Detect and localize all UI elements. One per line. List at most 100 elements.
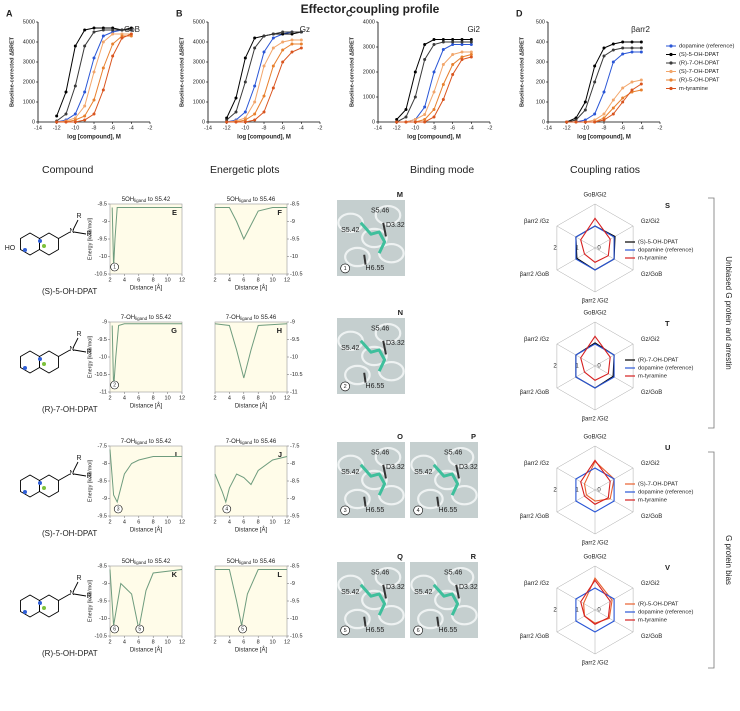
- data-point: [413, 70, 417, 74]
- helix: [434, 469, 461, 491]
- panel-letter: N: [398, 308, 403, 317]
- data-point: [73, 84, 77, 88]
- data-point: [469, 53, 473, 56]
- x-tick-label: 8: [152, 395, 155, 401]
- y-tick-label: 2000: [363, 69, 375, 75]
- y-tick-label: 0: [542, 119, 545, 125]
- residue-label: S5.46: [371, 449, 389, 456]
- pharmacophore-dot: [38, 601, 42, 605]
- x-tick-label: 12: [284, 519, 290, 525]
- pharmacophore-dot: [23, 490, 27, 494]
- x-tick-label: 2: [213, 639, 216, 645]
- data-point: [639, 82, 643, 86]
- data-point: [281, 40, 285, 44]
- dose-curve: [56, 29, 132, 122]
- data-point: [423, 58, 427, 61]
- x-tick-label: -2: [488, 125, 493, 131]
- title-sub: ligand: [240, 316, 253, 321]
- pose-circle: [413, 625, 423, 636]
- axis-label: βarr2 /Gz: [524, 581, 549, 587]
- y-tick-label: -10: [99, 616, 107, 622]
- y-axis-label: Baseline-corrected ΔBRET: [519, 36, 525, 107]
- x-tick-label: 6: [242, 395, 245, 401]
- data-point: [460, 50, 464, 54]
- x-tick-label: 2: [213, 519, 216, 525]
- data-point: [83, 104, 87, 108]
- data-point: [83, 114, 87, 118]
- helix: [374, 322, 402, 344]
- x-tick-label: 4: [123, 519, 126, 525]
- panel-letter: B: [176, 8, 183, 18]
- legend-label: dopamine (reference): [638, 248, 693, 254]
- y-tick-label: -9: [290, 319, 295, 325]
- data-point: [395, 118, 399, 121]
- data-point: [111, 42, 115, 46]
- axis-label: Gz/GoB: [641, 634, 662, 640]
- data-point: [441, 98, 445, 101]
- energy-curve: [215, 207, 287, 241]
- data-point: [630, 50, 634, 54]
- data-point: [423, 105, 427, 109]
- residue-label: D3.32: [386, 584, 405, 591]
- data-point: [129, 28, 133, 32]
- x-tick-label: 6: [137, 395, 140, 401]
- atom-label: N: [69, 228, 74, 235]
- residue-label: S5.42: [414, 469, 432, 476]
- y-tick-label: 0: [372, 119, 375, 125]
- data-point: [451, 40, 455, 44]
- residue-label: H6.55: [366, 265, 385, 272]
- annotation-circle: [238, 624, 247, 634]
- data-point: [602, 112, 606, 116]
- pharmacophore-dot: [42, 606, 46, 610]
- data-point: [271, 36, 275, 40]
- annotation-label: 2: [113, 383, 116, 389]
- radar-line: [575, 343, 615, 389]
- pharmacophore-dot: [42, 486, 46, 490]
- plot-area: [214, 565, 288, 637]
- axis-label: GoB/Gi2: [583, 555, 607, 561]
- y-tick-label: -9.5: [98, 513, 107, 519]
- panel-letter: H: [277, 326, 282, 335]
- data-point: [234, 96, 238, 100]
- panel-letter: T: [665, 319, 670, 328]
- data-point: [253, 36, 257, 40]
- data-point: [432, 115, 436, 119]
- axis-label: βarr2 /Gi2: [582, 661, 609, 667]
- panel-title: 7-OHligand to S5.46: [226, 315, 277, 322]
- data-point: [129, 32, 133, 36]
- y-tick-label: -8.5: [290, 201, 299, 207]
- data-point: [621, 40, 625, 44]
- data-point: [451, 38, 455, 41]
- y-tick-label: -7.5: [290, 443, 299, 449]
- helix: [337, 574, 364, 596]
- panel-letter: Q: [397, 552, 403, 561]
- data-point: [451, 53, 455, 56]
- data-point: [469, 43, 473, 46]
- x-tick-label: 4: [123, 395, 126, 401]
- y-tick-label: -8.5: [98, 478, 107, 484]
- y-tick-label: 100: [536, 99, 545, 105]
- x-tick-label: -8: [92, 125, 97, 131]
- x-tick-label: -12: [393, 125, 401, 131]
- bond: [58, 581, 87, 601]
- residue-label: S5.46: [444, 449, 462, 456]
- y-tick-label: -9: [102, 496, 107, 502]
- x-tick-label: 4: [228, 519, 231, 525]
- x-axis-label: log [compound], M: [67, 135, 121, 141]
- data-point: [621, 96, 625, 100]
- title-main: 5OH: [122, 559, 134, 565]
- helix: [447, 446, 475, 468]
- x-tick-label: -12: [53, 125, 61, 131]
- data-point: [441, 40, 445, 44]
- x-tick-label: 10: [270, 639, 276, 645]
- x-tick-label: -4: [129, 125, 134, 131]
- data-point: [271, 32, 275, 36]
- data-point: [602, 90, 606, 94]
- group-label: G protein bias: [724, 535, 733, 585]
- y-tick-label: 2000: [193, 79, 205, 85]
- ring: [39, 474, 59, 498]
- pharmacophore-dot: [42, 362, 46, 366]
- atom-label: R: [86, 593, 91, 600]
- x-tick-label: 12: [179, 639, 185, 645]
- y-tick-label: 1000: [363, 94, 375, 100]
